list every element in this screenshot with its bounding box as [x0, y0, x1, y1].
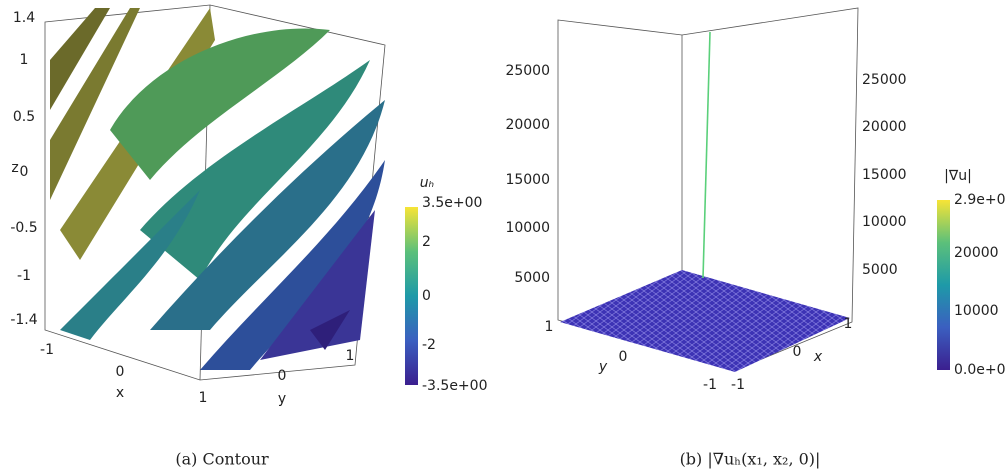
caption: (a) Contour	[175, 450, 269, 469]
x-tick-label: -1	[731, 377, 745, 393]
colorbar-title: uₕ	[420, 175, 434, 191]
z-tick-label: 1.4	[13, 10, 35, 26]
y-tick-label: 1	[545, 319, 554, 335]
x-tick-label: 1	[199, 390, 208, 406]
axis-label: y	[598, 359, 608, 375]
axis-label: x	[813, 349, 823, 365]
colorbar-tick-label: 2	[422, 234, 431, 250]
colorbar-tick-label: -2	[422, 337, 436, 353]
colorbar	[937, 200, 950, 370]
y-tick-label: 0	[619, 349, 628, 365]
z-tick-label: -1	[17, 268, 31, 284]
y-tick-label: 1	[346, 348, 355, 364]
z-tick-label: 0.5	[13, 109, 35, 125]
spike	[702, 31, 711, 279]
surface	[150, 100, 385, 330]
axis-label: y	[278, 391, 286, 407]
surface	[310, 310, 350, 350]
right-tick-label: 15000	[862, 167, 907, 183]
caption: (b) |∇uₕ(x₁, x₂, 0)|	[680, 450, 821, 469]
colorbar-title: |∇u|	[944, 168, 972, 184]
colorbar-tick-label: 3.5e+00	[422, 195, 482, 211]
colorbar	[405, 207, 418, 385]
surface	[260, 210, 375, 360]
right-tick-label: 5000	[862, 262, 898, 278]
colorbar-tick-label: 2.9e+04	[954, 192, 1006, 208]
colorbar-tick-label: 10000	[954, 303, 999, 319]
left-tick-label: 10000	[505, 220, 550, 236]
surface	[60, 190, 200, 340]
colorbar-tick-label: 0	[422, 288, 431, 304]
y-tick-label: -1	[703, 377, 717, 393]
x-tick-label: -1	[40, 342, 54, 358]
surface	[140, 60, 370, 280]
gradient-render	[557, 7, 859, 372]
right-tick-label: 25000	[862, 72, 907, 88]
colorbar-tick-label: -3.5e+00	[422, 378, 487, 394]
right-tick-label: 20000	[862, 119, 907, 135]
right-tick-label: 10000	[862, 214, 907, 230]
axis-label: z	[11, 160, 18, 176]
z-tick-label: 0	[20, 164, 29, 180]
surface	[50, 8, 140, 200]
x-tick-label: 0	[793, 344, 802, 360]
surface	[110, 28, 330, 180]
axis-label: x	[116, 385, 124, 401]
surface	[50, 8, 110, 110]
left-tick-label: 25000	[505, 63, 550, 79]
z-tick-label: -0.5	[10, 220, 37, 236]
x-tick-label: 0	[116, 364, 125, 380]
x-tick-label: 1	[844, 316, 853, 332]
colorbar-tick-label: 20000	[954, 245, 999, 261]
left-tick-label: 20000	[505, 117, 550, 133]
left-tick-label: 5000	[514, 270, 550, 286]
contour-render	[44, 4, 386, 381]
z-tick-label: -1.4	[10, 312, 37, 328]
left-tick-label: 15000	[505, 172, 550, 188]
colorbar-tick-label: 0.0e+00	[954, 362, 1006, 378]
z-tick-label: 1	[20, 52, 29, 68]
y-tick-label: 0	[278, 368, 287, 384]
mesh-floor	[560, 270, 850, 372]
